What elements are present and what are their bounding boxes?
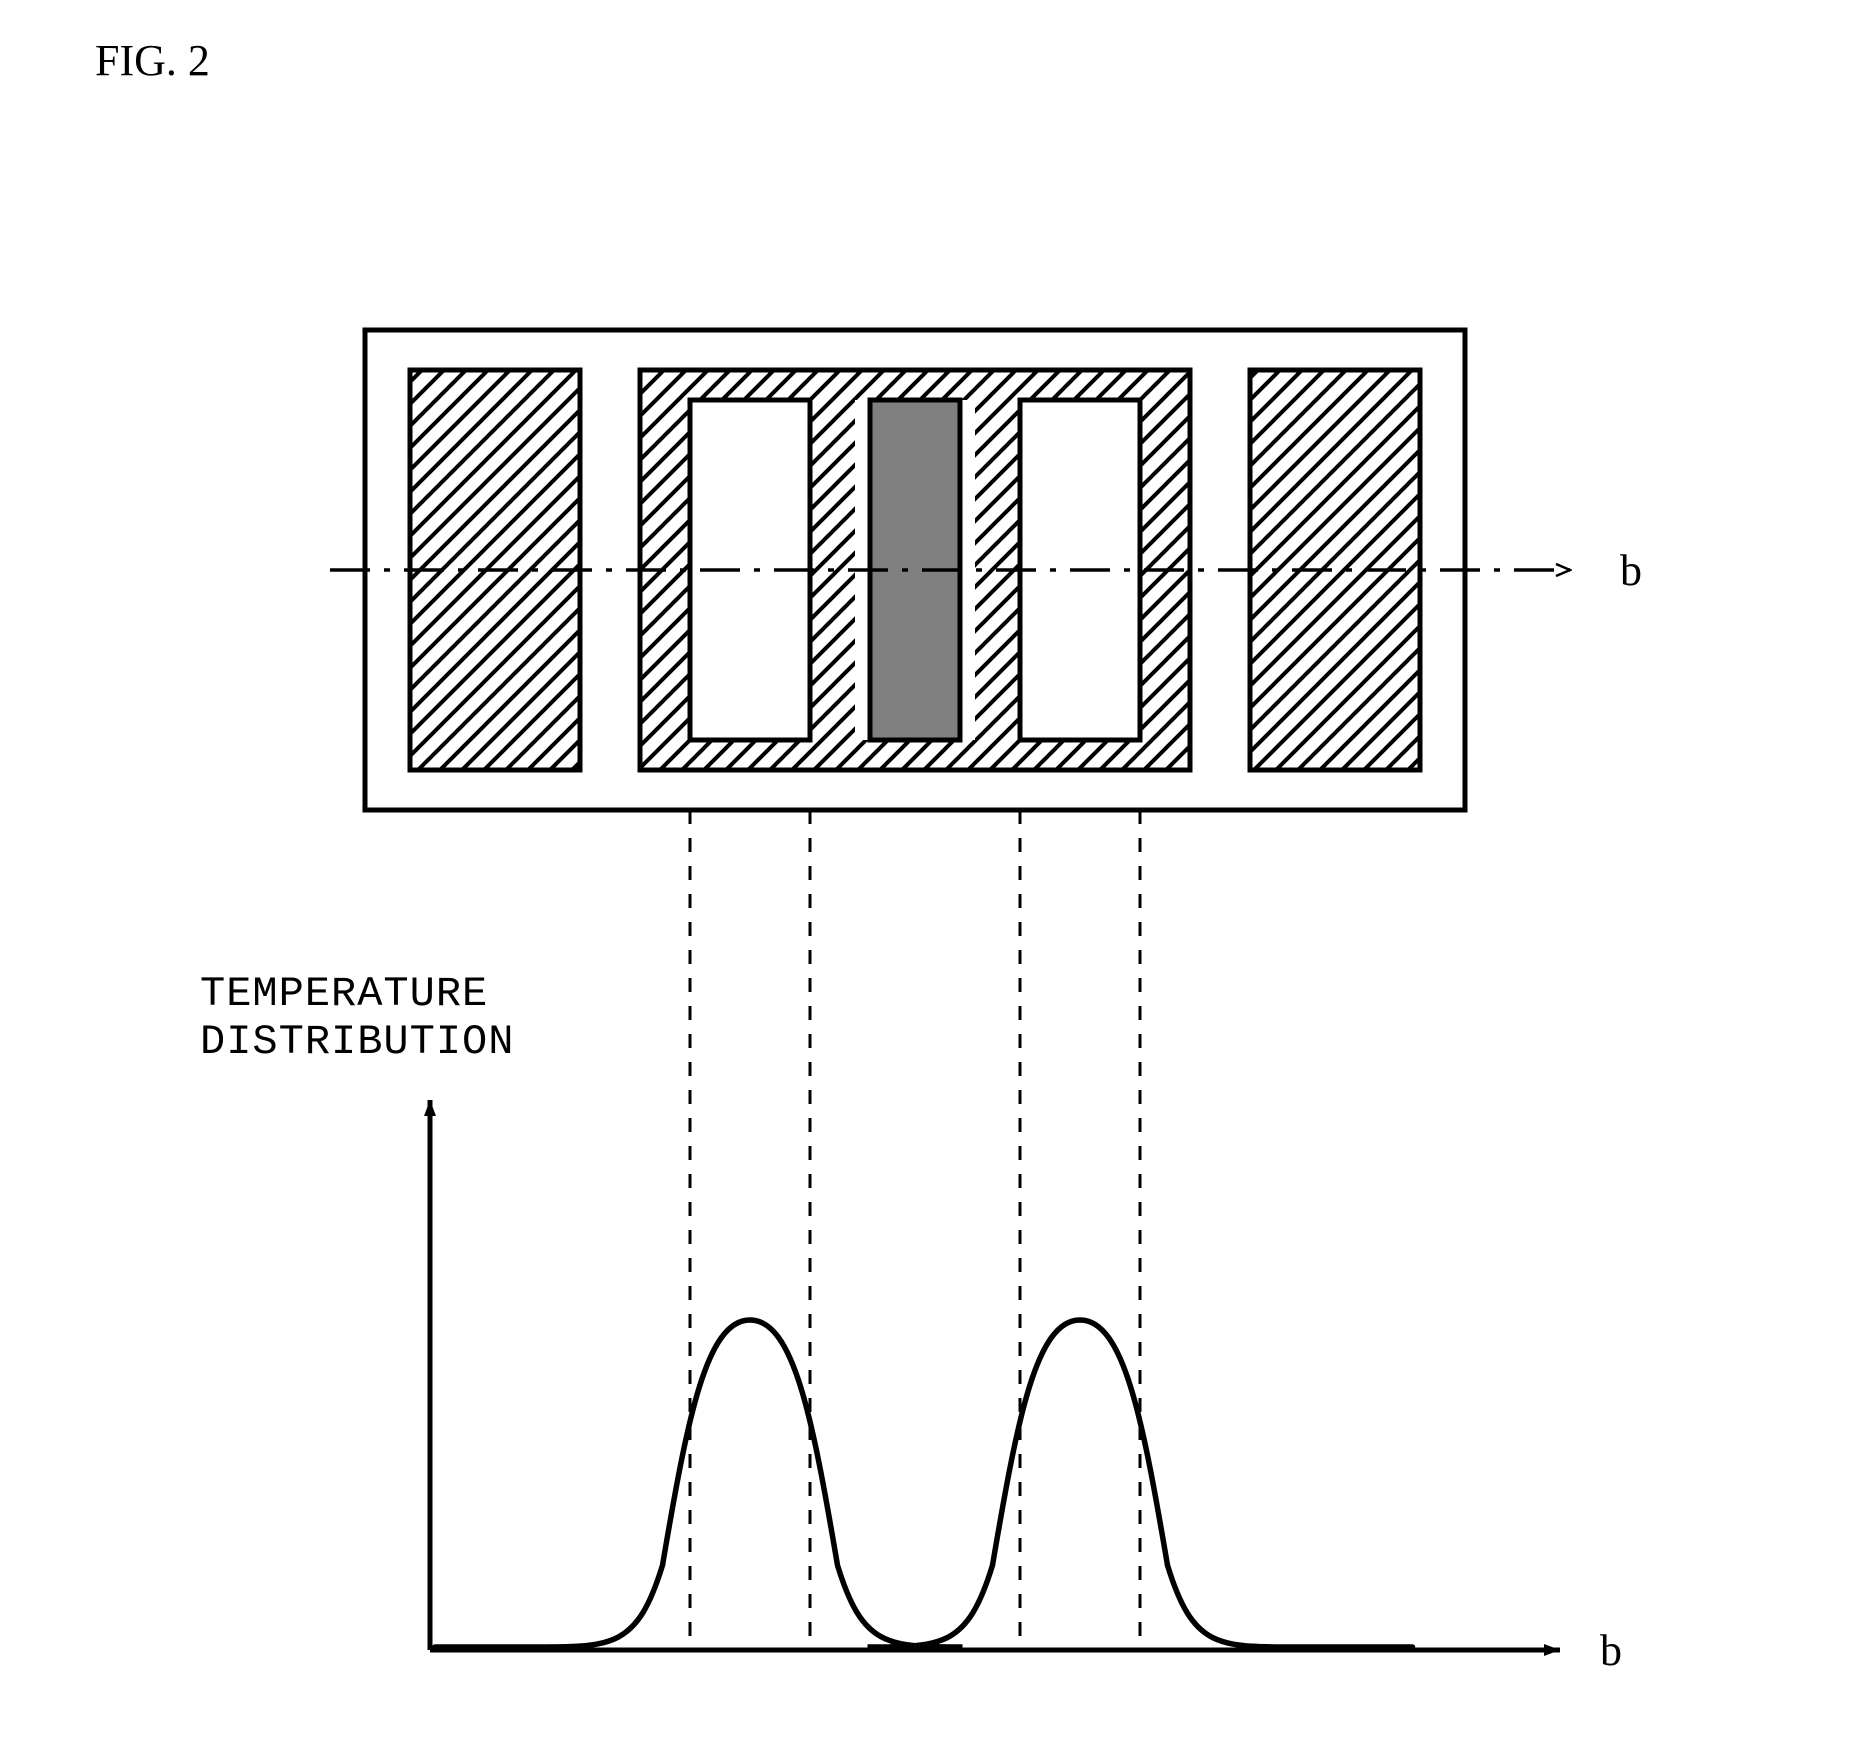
temperature-curve [435, 1320, 1413, 1647]
y-axis-label: TEMPERATURE DISTRIBUTION [200, 970, 514, 1067]
top-axis-label: b [1620, 545, 1642, 596]
diagram-group [330, 330, 1570, 1650]
bottom-axis-label: b [1600, 1625, 1622, 1676]
diagram-svg [0, 0, 1865, 1759]
page: FIG. 2 TEMPERATURE DISTRIBUTION b b [0, 0, 1865, 1759]
